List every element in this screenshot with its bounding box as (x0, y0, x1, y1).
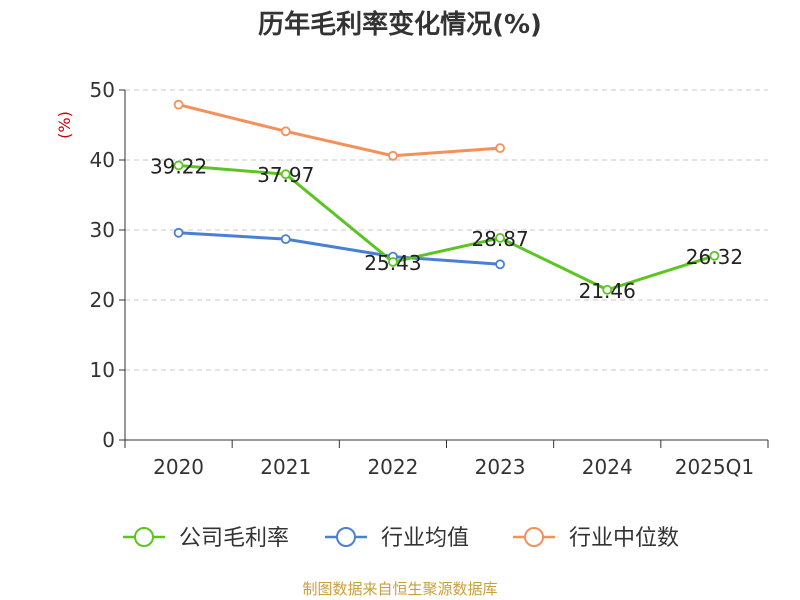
legend-label: 行业中位数 (569, 526, 679, 551)
data-point (388, 257, 398, 267)
data-label: 39.22 (150, 154, 207, 178)
series-line-1 (178, 231, 501, 266)
data-label: 21.46 (579, 279, 636, 303)
x-tick-label: 2025Q1 (675, 455, 754, 479)
data-point (173, 227, 184, 238)
data-point (709, 250, 720, 261)
x-tick-label: 2023 (475, 455, 526, 479)
legend-marker (336, 527, 356, 547)
data-point (173, 99, 184, 110)
y-axis-label: (%) (55, 111, 74, 139)
data-point (602, 284, 613, 295)
x-tick-label: 2021 (260, 455, 311, 479)
x-tick-label: 2020 (153, 455, 204, 479)
legend-marker (134, 527, 154, 547)
data-point (388, 150, 398, 161)
data-point (280, 126, 291, 137)
series-line-2 (178, 103, 501, 158)
data-label: 25.43 (364, 251, 421, 275)
y-tick-label: 50 (90, 78, 115, 102)
data-point (280, 234, 291, 245)
y-tick-label: 30 (90, 218, 115, 242)
data-point (280, 169, 291, 180)
series-line-0 (178, 163, 715, 292)
data-point (173, 160, 184, 171)
data-point (495, 143, 505, 154)
x-tick-label: 2022 (367, 455, 418, 479)
source-note: 制图数据来自恒生聚源数据库 (302, 580, 498, 598)
data-label: 28.87 (471, 227, 528, 251)
chart-title: 历年毛利率变化情况(%) (258, 10, 542, 40)
y-tick-label: 40 (90, 148, 115, 172)
data-point (495, 259, 505, 270)
legend-label: 行业均值 (381, 526, 469, 551)
x-tick-label: 2024 (582, 455, 633, 479)
legend-marker (524, 527, 544, 547)
y-tick-label: 0 (102, 428, 115, 452)
data-label: 37.97 (257, 163, 314, 187)
y-tick-label: 10 (90, 358, 115, 382)
data-point (495, 233, 505, 243)
data-label: 26.32 (686, 245, 743, 269)
legend-label: 公司毛利率 (179, 526, 289, 551)
y-tick-label: 20 (90, 288, 115, 312)
